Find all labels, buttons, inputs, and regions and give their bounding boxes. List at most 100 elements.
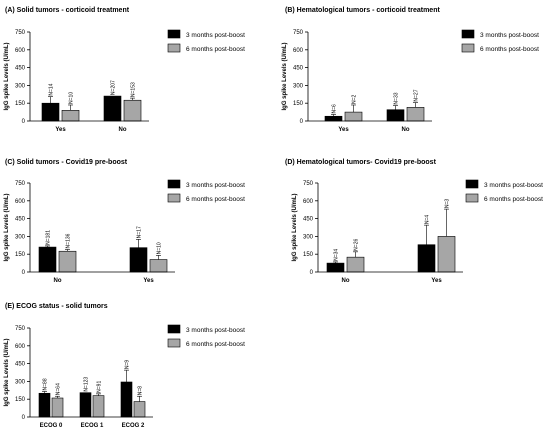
sample-size-label: N=8 [138, 386, 144, 396]
sample-size-label: N=6 [332, 104, 338, 114]
bar [386, 109, 405, 122]
sample-size-label: N=207 [111, 80, 117, 95]
y-tick-label: 150 [293, 101, 304, 107]
bar [38, 392, 51, 418]
bar [123, 99, 142, 122]
sample-size-label: N=153 [131, 82, 137, 97]
bar [51, 397, 64, 418]
panel-A: (A) Solid tumors - corticoid treatment 0 1… [4, 7, 245, 133]
x-category-label: ECOG 0 [40, 423, 63, 429]
sample-size-label: N=26 [354, 239, 360, 251]
legend-swatch [167, 324, 181, 334]
y-tick-label: 600 [293, 48, 304, 54]
legend-label: 3 months post-boost [186, 182, 245, 189]
bar [103, 95, 122, 122]
legend-label: 6 months post-boost [480, 46, 539, 53]
legend-swatch [465, 179, 479, 189]
y-tick-label: 450 [303, 217, 314, 223]
y-tick-label: 750 [15, 30, 26, 36]
legend-swatch [465, 193, 479, 203]
legend-label: 6 months post-boost [186, 196, 245, 203]
x-category-label: Yes [55, 127, 66, 133]
legend-swatch [167, 338, 181, 348]
legend-label: 3 months post-boost [480, 32, 539, 39]
sample-size-label: N=34 [334, 249, 340, 261]
y-tick-label: 0 [310, 270, 314, 276]
x-category-label: No [402, 127, 410, 133]
sample-size-label: N=136 [66, 233, 72, 248]
y-tick-label: 300 [15, 234, 26, 240]
legend-swatch [167, 29, 181, 39]
sample-size-label: N=10 [157, 242, 163, 254]
sample-size-label: N=33 [394, 92, 400, 104]
bar [344, 111, 363, 122]
y-tick-label: 300 [303, 234, 314, 240]
y-tick-label: 150 [15, 397, 26, 403]
y-tick-label: 150 [303, 252, 314, 258]
y-tick-label: 450 [293, 66, 304, 72]
bar [406, 107, 425, 122]
sample-size-label: N=14 [49, 83, 55, 95]
x-category-label: No [342, 278, 350, 284]
sample-size-label: N=181 [46, 230, 52, 245]
sample-size-label: N=3 [445, 199, 451, 209]
bar [61, 110, 80, 122]
legend-swatch [167, 43, 181, 53]
legend-label: 3 months post-boost [484, 182, 543, 189]
y-tick-label: 750 [303, 181, 314, 187]
x-category-label: ECOG 1 [81, 423, 104, 429]
y-axis-label: IgG spike Levels (U/mL) [292, 193, 298, 261]
panel-title: (C) Solid tumors - Covid19 pre-boost [5, 159, 128, 166]
bar [346, 256, 365, 273]
y-tick-label: 300 [293, 83, 304, 89]
sample-size-label: N=64 [56, 383, 62, 395]
y-tick-label: 0 [22, 270, 26, 276]
y-axis-label: IgG spike Levels (U/mL) [282, 42, 288, 110]
legend-swatch [461, 43, 475, 53]
bar [41, 102, 60, 122]
x-category-label: ECOG 2 [122, 423, 145, 429]
y-tick-label: 300 [15, 83, 26, 89]
y-tick-label: 450 [15, 362, 26, 368]
y-tick-label: 450 [15, 66, 26, 72]
y-tick-label: 600 [303, 199, 314, 205]
legend-label: 6 months post-boost [484, 196, 543, 203]
y-tick-label: 600 [15, 199, 26, 205]
x-category-label: Yes [143, 278, 154, 284]
sample-size-label: N=4 [425, 215, 431, 225]
bar [120, 381, 133, 418]
y-tick-label: 750 [293, 30, 304, 36]
panel-E: (E) ECOG status - solid tumors 0 150 300 450… [4, 303, 245, 429]
bar [58, 250, 77, 273]
y-axis-label: IgG spike Levels (U/mL) [4, 42, 10, 110]
sample-size-label: N=88 [43, 378, 49, 390]
bar [133, 401, 146, 418]
y-tick-label: 150 [15, 101, 26, 107]
y-tick-label: 450 [15, 217, 26, 223]
sample-size-label: N=123 [84, 377, 90, 392]
panel-C: (C) Solid tumors - Covid19 pre-boost 0 150… [4, 159, 245, 284]
x-category-label: No [54, 278, 62, 284]
y-tick-label: 750 [15, 326, 26, 332]
y-tick-label: 750 [15, 181, 26, 187]
bar [129, 247, 148, 273]
legend-label: 6 months post-boost [186, 341, 245, 348]
bar [324, 115, 343, 122]
panel-title: (A) Solid tumors - corticoid treatment [5, 7, 130, 14]
legend-label: 3 months post-boost [186, 327, 245, 334]
x-category-label: Yes [431, 278, 442, 284]
bar [417, 244, 436, 273]
y-tick-label: 600 [15, 48, 26, 54]
sample-size-label: N=2 [352, 94, 358, 104]
legend-swatch [461, 29, 475, 39]
y-tick-label: 600 [15, 344, 26, 350]
y-tick-label: 0 [22, 415, 26, 421]
sample-size-label: N=9 [125, 360, 131, 370]
legend-swatch [167, 179, 181, 189]
bar [326, 262, 345, 273]
y-tick-label: 0 [300, 119, 304, 125]
y-tick-label: 300 [15, 379, 26, 385]
panel-title: (D) Hematological tumors- Covid19 pre-bo… [285, 159, 437, 166]
panel-title: (E) ECOG status - solid tumors [5, 303, 108, 310]
